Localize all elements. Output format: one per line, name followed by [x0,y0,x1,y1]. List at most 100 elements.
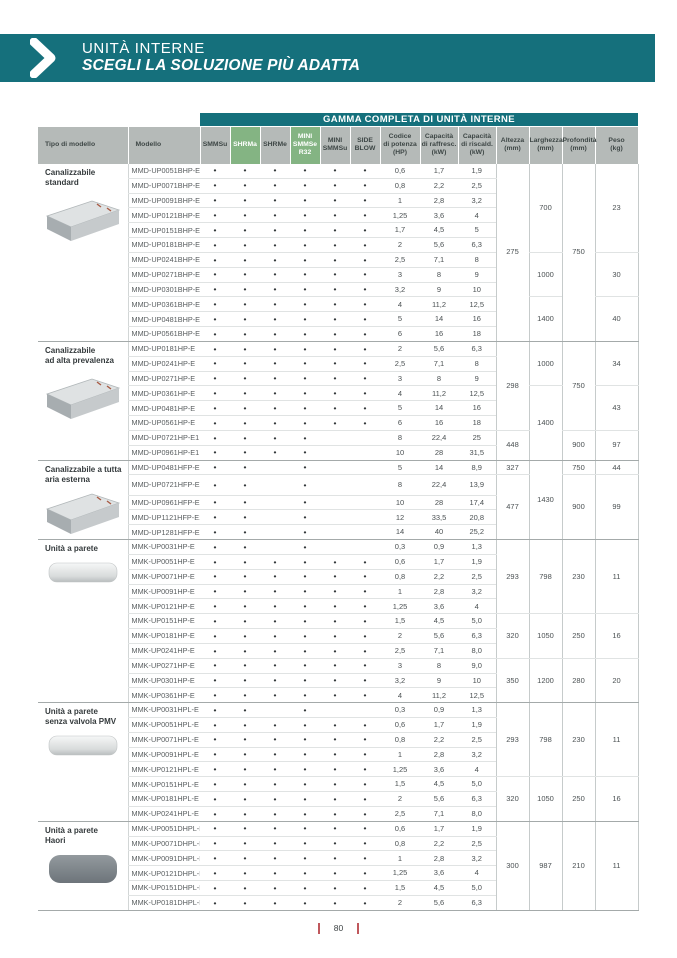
table-row: MMK-UP0121DHPL-E • • • • • • 1,25 3,6 4 [38,865,638,882]
compat-dot-cell: • [350,628,380,644]
model-type-cell: Canalizzabile a tutta aria esterna [38,460,128,541]
model-cell: MMK-UP0361HP-E [127,687,200,704]
compat-dot-cell: • [260,806,290,822]
compat-dot-cell: • [230,445,260,461]
cooling-kw-cell: 7,1 [420,643,458,659]
compat-dot-cell: • [200,311,230,328]
compat-dot-cell: • [230,341,260,357]
compat-dot-cell: • [350,356,380,372]
power-hp-cell: 1 [380,584,420,600]
power-hp-cell: 0,6 [380,821,420,837]
power-hp-cell: 3,2 [380,673,420,689]
heating-kw-cell: 6,3 [458,628,496,644]
compat-dot-cell: • [260,415,290,431]
compat-dot-cell: • [230,524,260,541]
cooling-kw-cell: 2,8 [420,193,458,209]
heating-kw-cell: 1,3 [458,539,496,555]
cooling-kw-cell: 5,6 [420,895,458,911]
heating-kw-cell: 12,5 [458,385,496,402]
model-cell: MMK-UP0051HP-E [127,554,200,570]
compat-dot-cell: • [290,791,320,807]
page-number: 80 [333,923,344,933]
compat-dot-cell: • [290,460,320,476]
cooling-kw-cell: 11,2 [420,687,458,704]
cooling-kw-cell: 2,2 [420,732,458,748]
model-cell: MMD-UP0481HP-E [127,400,200,417]
product-table-wrap: GAMMA COMPLETA DI UNITÀ INTERNE Tipo di … [38,113,639,911]
compat-dot-cell: • [200,569,230,585]
larghezza-cell: 1050 [528,776,562,822]
power-hp-cell: 0,8 [380,732,420,748]
compat-dot-cell: • [320,628,350,644]
model-cell: MMD-UP0271BHP-E [127,267,200,283]
compat-dot-cell: • [350,836,380,852]
power-hp-cell: 1,5 [380,613,420,630]
table-row: MMD-UP0271BHP-E • • • • • • 3 8 9 [38,267,638,283]
column-header-row: Tipo di modello Modello SMMSu SHRMa SHRM… [38,126,639,164]
table-row: MMD-UP0271HP-E • • • • • • 3 8 9 [38,371,638,387]
model-type-cell: Canalizzabile ad alta prevalenza [38,341,128,461]
wall-unit-image [42,734,124,760]
compat-dot-cell: • [350,554,380,570]
compat-empty-cell [260,524,290,541]
heating-kw-cell: 6,3 [458,895,496,911]
compat-dot-cell: • [350,341,380,357]
compat-dot-cell: • [260,895,290,911]
heating-kw-cell: 4 [458,207,496,224]
compat-dot-cell: • [290,222,320,239]
model-type-cell: Unità a parete Haori [38,821,128,911]
table-row: MMD-UP0361BHP-E • • • • • • 4 11,2 12,5 1400 40 [38,296,639,342]
compat-dot-cell: • [200,761,230,778]
compat-dot-cell: • [320,850,350,867]
heating-kw-cell: 1,9 [458,163,496,179]
table-row: MMK-UP0151HP-E • • • • • • 1,5 4,5 5,0 320 1050 250 1… [38,613,639,659]
compat-dot-cell: • [350,850,380,867]
table-row: MMD-UP0481HP-E • • • • • • 5 14 16 [38,400,638,417]
compat-empty-cell [260,702,290,718]
compat-dot-cell: • [320,400,350,417]
compat-dot-cell: • [260,371,290,387]
larghezza-cell: 1400 [528,385,562,461]
compat-dot-cell: • [290,326,320,342]
col-header-side-blow: SIDE BLOW [350,126,381,164]
heating-kw-cell: 5,0 [458,613,496,630]
cooling-kw-cell: 4,5 [420,880,458,896]
compat-dot-cell: • [350,761,380,778]
model-cell: MMK-UP0121HP-E [127,598,200,615]
compat-dot-cell: • [320,282,350,298]
duct-unit-image [42,373,124,425]
chevron-right-icon [30,38,58,78]
heating-kw-cell: 12,5 [458,296,496,313]
power-hp-cell: 2,5 [380,806,420,822]
compat-dot-cell: • [200,673,230,689]
group-label: Canalizzabile ad alta prevalenza [45,345,114,365]
larghezza-cell: 1400 [528,296,562,342]
col-header-capacita-riscald: Capacità di riscald. (kW) [458,126,497,164]
cooling-kw-cell: 28 [420,445,458,461]
model-cell: MMD-UP1281HFP-E1 [127,524,200,541]
compat-dot-cell: • [290,207,320,224]
power-hp-cell: 4 [380,687,420,704]
compat-dot-cell: • [200,717,230,733]
compat-dot-cell: • [230,509,260,526]
compat-dot-cell: • [200,326,230,342]
heating-kw-cell: 3,2 [458,584,496,600]
cooling-kw-cell: 16 [420,326,458,342]
table-row: MMD-UP0121BHP-E • • • • • • 1,25 3,6 4 [38,207,638,224]
compat-dot-cell: • [290,282,320,298]
power-hp-cell: 10 [380,445,420,461]
compat-dot-cell: • [350,895,380,911]
cooling-kw-cell: 11,2 [420,385,458,402]
compat-dot-cell: • [320,806,350,822]
peso-cell: 11 [594,539,639,615]
model-cell: MMK-UP0121DHPL-E [127,865,200,882]
model-cell: MMD-UP0051BHP-E [127,163,200,179]
compat-empty-cell [350,495,380,511]
model-cell: MMK-UP0121HPL-E [127,761,200,778]
power-hp-cell: 3 [380,658,420,674]
power-hp-cell: 0,6 [380,717,420,733]
compat-dot-cell: • [230,717,260,733]
compat-dot-cell: • [230,222,260,239]
compat-empty-cell [350,474,380,496]
compat-dot-cell: • [350,791,380,807]
